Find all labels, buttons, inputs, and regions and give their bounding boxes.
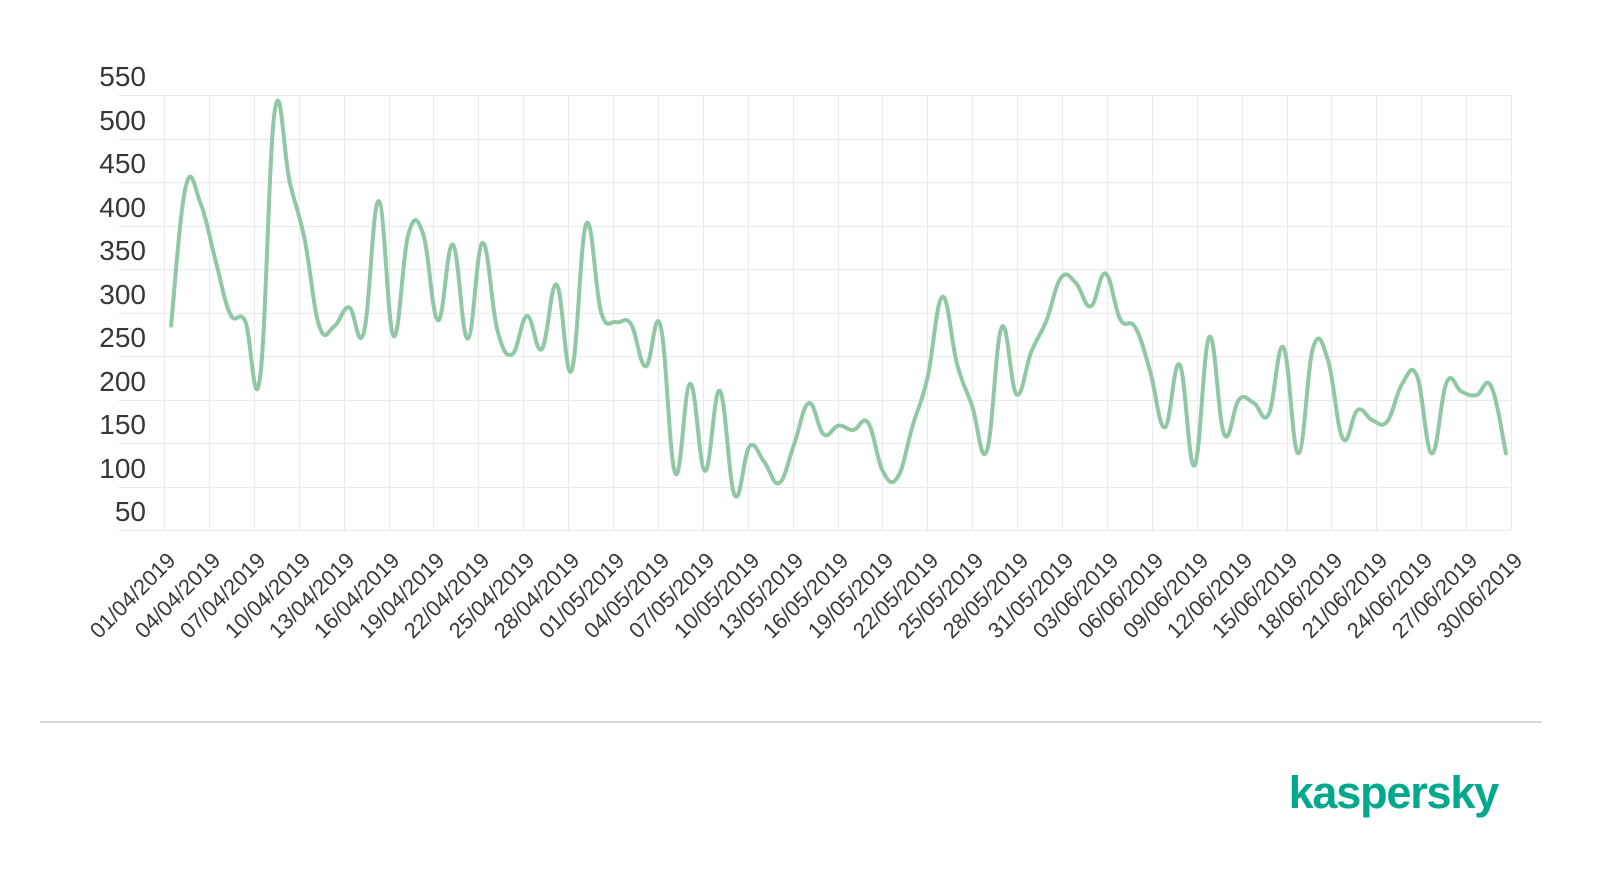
kaspersky-logo: kaspersky xyxy=(1288,767,1500,818)
y-tick-label: 400 xyxy=(99,191,146,223)
y-tick-label: 200 xyxy=(99,365,146,397)
y-tick-label: 550 xyxy=(99,61,146,92)
y-tick-label: 500 xyxy=(99,104,146,136)
y-tick-label: 150 xyxy=(99,409,146,440)
y-tick-label: 250 xyxy=(99,322,146,353)
line-chart: 550 500 450 400 350 300 250 200 150 100 50 01/04/2… xyxy=(85,61,1528,644)
plot-canvas xyxy=(119,95,1512,531)
series-line xyxy=(169,98,1508,499)
y-tick-label: 300 xyxy=(99,278,146,310)
y-tick-label: 50 xyxy=(114,496,146,527)
horizontal-gridlines xyxy=(119,95,1511,531)
y-tick-label: 350 xyxy=(99,235,146,266)
y-tick-label: 450 xyxy=(99,148,146,179)
y-tick-label: 100 xyxy=(99,452,146,484)
separator-line xyxy=(40,721,1542,723)
